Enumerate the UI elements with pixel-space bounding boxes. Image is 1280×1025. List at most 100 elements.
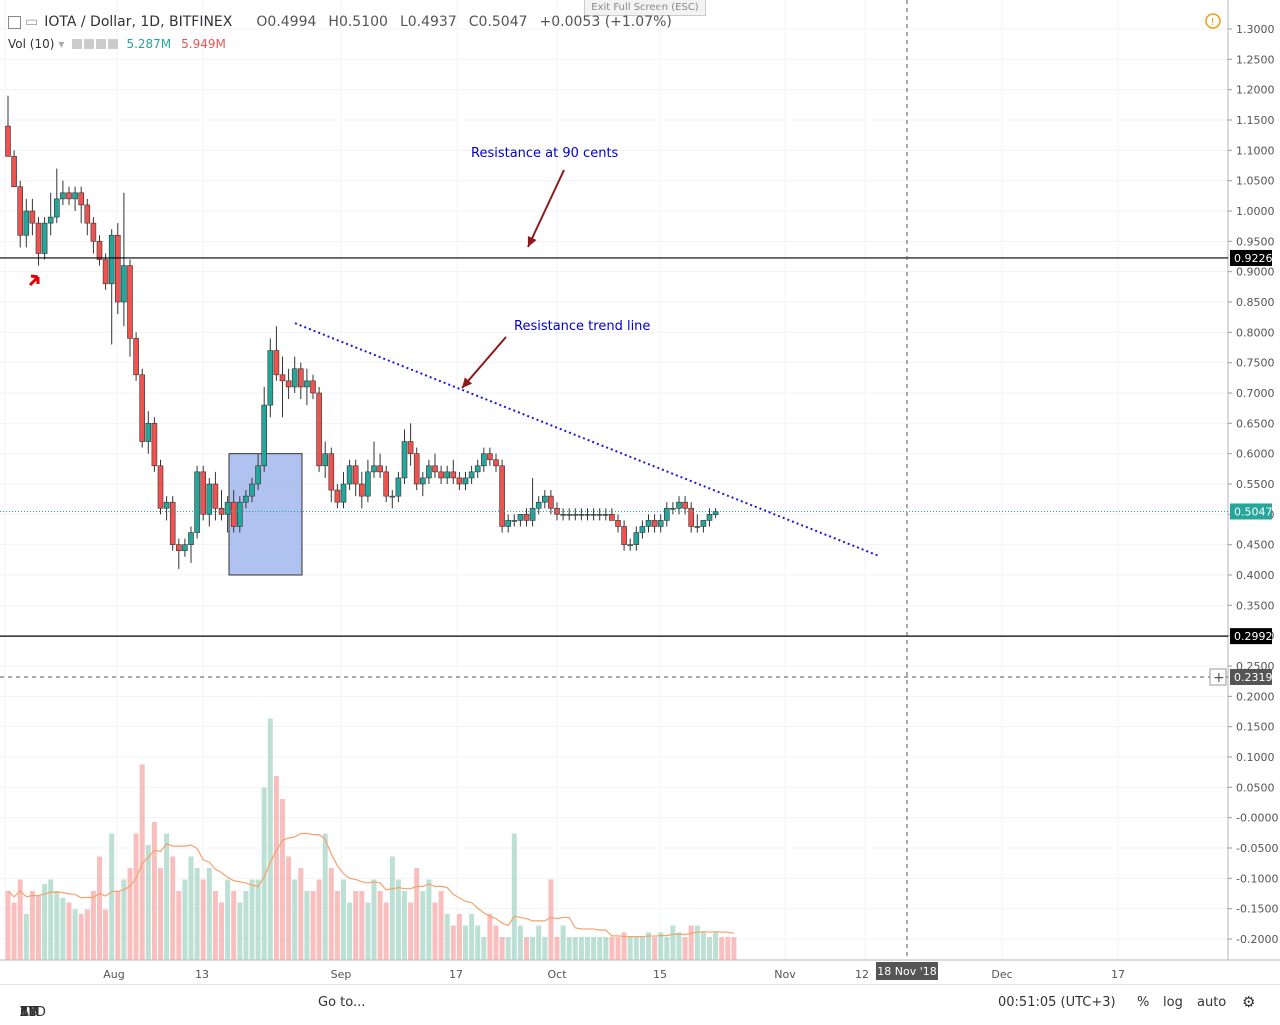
candle <box>615 514 621 533</box>
candle <box>127 259 133 357</box>
volume-bar <box>334 891 340 960</box>
candle <box>169 496 176 551</box>
x-tick-label: Sep <box>331 968 352 981</box>
volume-bar <box>621 932 627 960</box>
volume-bar <box>182 879 188 960</box>
candle-body <box>5 125 11 157</box>
candle-body <box>267 350 274 406</box>
plus-icon[interactable] <box>96 39 107 49</box>
timeframe-5d[interactable]: 5D <box>20 1005 39 1020</box>
candle <box>548 490 554 515</box>
close-icon[interactable] <box>108 39 119 49</box>
volume-indicator-label[interactable]: Vol (10) <box>8 37 55 51</box>
volume-bar <box>103 909 109 960</box>
ohlc-close: C0.5047 <box>468 14 528 30</box>
candle <box>334 484 341 509</box>
volume-bar <box>652 937 658 960</box>
candle <box>426 459 432 484</box>
candle-body <box>188 532 194 545</box>
candle-body <box>291 368 298 388</box>
candle-body <box>365 471 371 497</box>
y-tick-label: -0.1000 <box>1236 872 1278 885</box>
timeframe-5y[interactable]: 5Y <box>20 1005 37 1020</box>
candle-body <box>237 501 243 527</box>
volume-bar <box>11 902 17 960</box>
volume-bar <box>90 891 96 960</box>
x-tick-label: 13 <box>195 968 209 981</box>
clock[interactable]: 00:51:05 (UTC+3) <box>998 995 1116 1010</box>
volume-bar <box>200 879 206 960</box>
volume-bar <box>66 902 72 960</box>
volume-bar <box>408 902 414 960</box>
candle-body <box>627 544 634 546</box>
volume-bar <box>133 833 139 960</box>
volume-bar <box>341 879 346 960</box>
candle-body <box>548 495 554 509</box>
volume-bar <box>109 833 115 960</box>
candle-body <box>395 477 402 497</box>
auto-toggle[interactable]: auto <box>1197 995 1227 1010</box>
candle <box>413 447 420 491</box>
candle-body <box>541 495 548 503</box>
y-tick-label: 0.9000 <box>1236 266 1275 279</box>
y-tick-label: 1.1500 <box>1236 114 1275 127</box>
volume-bar <box>17 879 23 960</box>
candle-body <box>255 465 261 485</box>
timeframe-all[interactable]: All <box>20 1005 37 1020</box>
candle <box>456 471 463 491</box>
y-tick-label: -0.0500 <box>1236 842 1278 855</box>
candle <box>206 477 213 527</box>
volume-bar <box>554 937 560 960</box>
candle <box>78 186 84 224</box>
goto-button[interactable]: Go to... <box>318 995 366 1010</box>
annotation-resistance-90: Resistance at 90 cents <box>471 146 619 161</box>
timeframe-1d[interactable]: 1D <box>20 1005 39 1020</box>
y-tick-label: 0.9500 <box>1236 235 1275 248</box>
candle <box>554 502 560 521</box>
candle-body <box>35 222 42 254</box>
candle-body <box>389 495 396 498</box>
x-tick-label: 15 <box>653 968 667 981</box>
gear-icon[interactable]: ⚙ <box>1242 993 1256 1011</box>
symbol-title[interactable]: IOTA / Dollar, 1D, BITFINEX <box>44 14 233 30</box>
candle <box>432 453 438 478</box>
volume-bar <box>548 879 554 960</box>
volume-bar <box>389 856 395 960</box>
timeframe-1y[interactable]: 1Y <box>20 1005 37 1020</box>
candle <box>462 471 469 491</box>
candle-body <box>645 520 652 527</box>
candle <box>389 490 396 509</box>
candle-body <box>206 483 213 515</box>
candle <box>218 490 225 521</box>
volume-bar <box>469 914 475 960</box>
candle <box>651 514 658 533</box>
candle <box>53 168 60 224</box>
log-toggle[interactable]: log <box>1163 995 1183 1010</box>
volume-bar <box>670 925 676 960</box>
timeframe-ytd[interactable]: YTD <box>20 1005 46 1020</box>
candle <box>139 368 145 448</box>
timeframe-6m[interactable]: 6M <box>20 1005 40 1020</box>
price-badge-label: 0.2319 <box>1234 671 1273 684</box>
candle-body <box>493 459 499 467</box>
candle-body <box>609 514 615 521</box>
candle <box>188 526 194 563</box>
candle-body <box>487 453 493 461</box>
chart-type-icon[interactable]: ▭ <box>25 14 39 30</box>
eye-icon[interactable] <box>72 39 83 49</box>
exit-fullscreen-button[interactable]: Exit Full Screen (ESC) <box>584 0 706 16</box>
window-restore-icon[interactable] <box>8 15 21 29</box>
y-tick-label: 0.6000 <box>1236 448 1275 461</box>
crosshair-date-label: 18 Nov '18 <box>877 965 936 978</box>
percent-toggle[interactable]: % <box>1137 995 1150 1010</box>
price-chart[interactable]: 1.3000 1.2500 1.2000 1.1500 1.1000 1.0500 1.00… <box>0 0 1280 984</box>
volume-bar <box>170 856 176 960</box>
timeframe-1m[interactable]: 1M <box>20 1005 40 1020</box>
timeframe-3m[interactable]: 3M <box>20 1005 40 1020</box>
candle-body <box>261 404 268 467</box>
candle <box>96 235 103 266</box>
volume-bar <box>219 902 224 960</box>
ohlc-high: H0.5100 <box>328 14 388 30</box>
chevron-down-icon[interactable]: ▾ <box>58 37 65 51</box>
gear-icon[interactable] <box>84 39 95 49</box>
